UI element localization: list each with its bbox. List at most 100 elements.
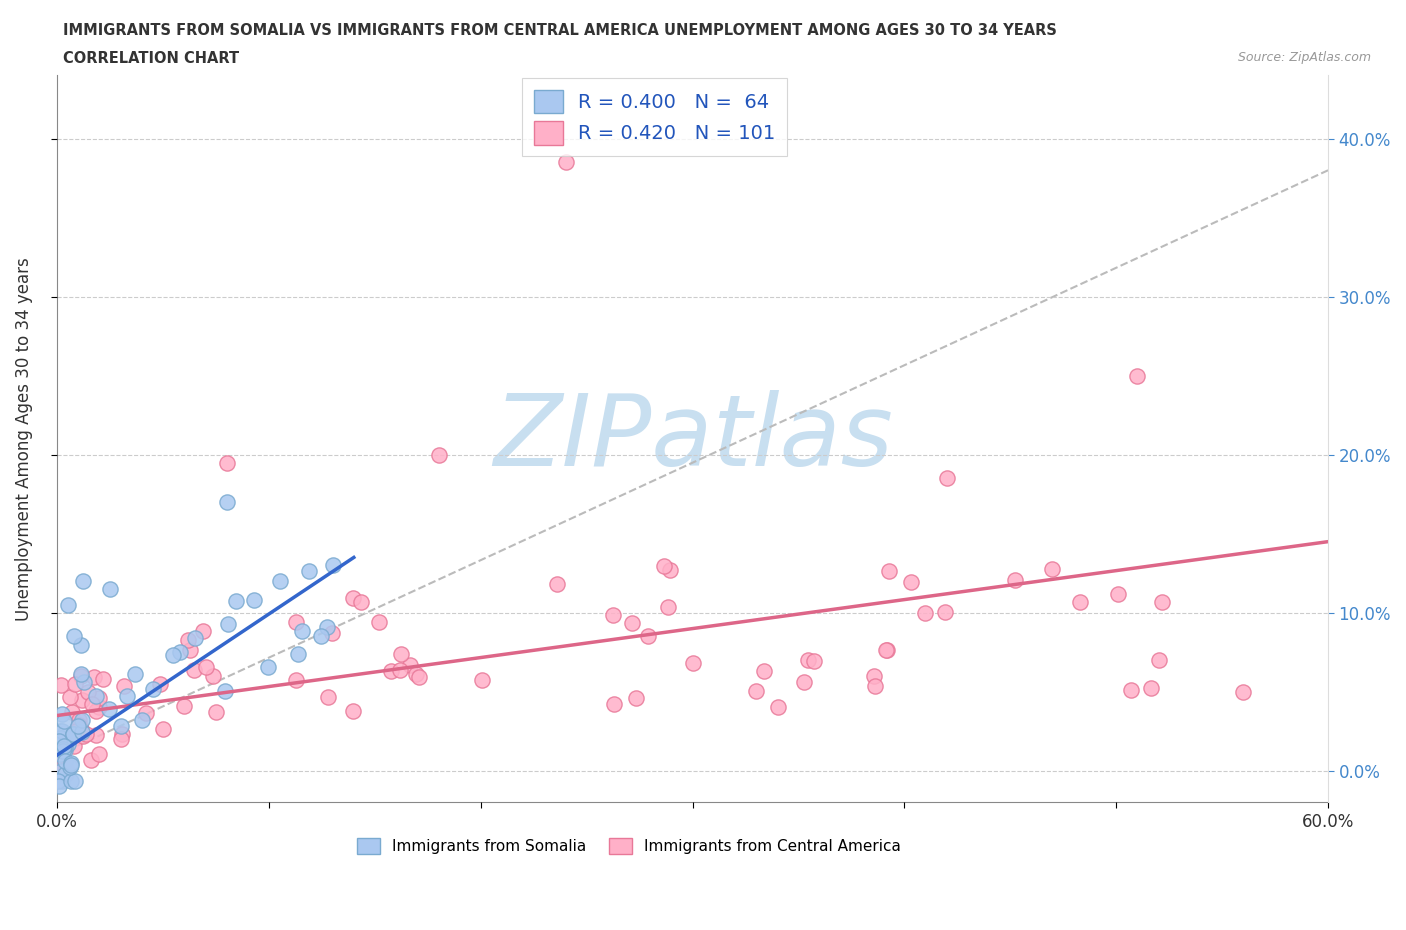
Text: IMMIGRANTS FROM SOMALIA VS IMMIGRANTS FROM CENTRAL AMERICA UNEMPLOYMENT AMONG AG: IMMIGRANTS FROM SOMALIA VS IMMIGRANTS FR… xyxy=(63,23,1057,38)
Point xyxy=(110,718,132,733)
Point xyxy=(46,761,69,776)
Point xyxy=(342,591,364,605)
Point xyxy=(322,558,344,573)
Point xyxy=(66,718,89,733)
Point xyxy=(82,698,104,712)
Point xyxy=(53,742,76,757)
Point xyxy=(51,743,73,758)
Point xyxy=(62,726,84,741)
Point xyxy=(84,703,107,718)
Point xyxy=(243,592,266,607)
Point xyxy=(173,698,195,713)
Point xyxy=(48,778,70,793)
Point xyxy=(389,662,412,677)
Point xyxy=(141,682,163,697)
Point xyxy=(602,607,624,622)
Point xyxy=(624,691,647,706)
Point xyxy=(84,727,107,742)
Point xyxy=(70,724,93,739)
Point xyxy=(115,688,138,703)
Point xyxy=(46,773,69,788)
Point xyxy=(59,759,82,774)
Point xyxy=(131,712,153,727)
Point xyxy=(342,704,364,719)
Point xyxy=(55,766,77,781)
Point xyxy=(900,574,922,589)
Point xyxy=(70,722,93,737)
Point xyxy=(405,667,427,682)
Point xyxy=(269,574,291,589)
Point xyxy=(793,674,815,689)
Point xyxy=(59,756,82,771)
Y-axis label: Unemployment Among Ages 30 to 34 years: Unemployment Among Ages 30 to 34 years xyxy=(15,257,32,621)
Point xyxy=(225,593,247,608)
Point xyxy=(52,714,75,729)
Point xyxy=(298,564,321,578)
Text: CORRELATION CHART: CORRELATION CHART xyxy=(63,51,239,66)
Point xyxy=(658,563,681,578)
Point xyxy=(63,738,86,753)
Point xyxy=(169,644,191,659)
Point xyxy=(876,643,898,658)
Point xyxy=(309,629,332,644)
Point xyxy=(291,624,314,639)
Legend: Immigrants from Somalia, Immigrants from Central America: Immigrants from Somalia, Immigrants from… xyxy=(352,832,907,860)
Point xyxy=(53,739,76,754)
Point xyxy=(98,581,121,596)
Point xyxy=(797,653,820,668)
Point xyxy=(408,670,430,684)
Point xyxy=(48,747,70,762)
Point xyxy=(63,629,86,644)
Point xyxy=(934,604,956,619)
Point xyxy=(745,684,768,698)
Point xyxy=(62,727,84,742)
Point xyxy=(285,672,308,687)
Point xyxy=(84,688,107,703)
Point xyxy=(55,762,77,777)
Text: Source: ZipAtlas.com: Source: ZipAtlas.com xyxy=(1237,51,1371,64)
Point xyxy=(427,447,450,462)
Point xyxy=(1042,562,1064,577)
Point xyxy=(657,600,679,615)
Point xyxy=(53,736,76,751)
Point xyxy=(194,660,217,675)
Point xyxy=(49,677,72,692)
Point xyxy=(863,679,886,694)
Point xyxy=(1126,368,1149,383)
Point xyxy=(98,701,121,716)
Point xyxy=(554,155,576,170)
Point xyxy=(287,647,309,662)
Point xyxy=(59,690,82,705)
Point xyxy=(75,727,97,742)
Point xyxy=(58,729,80,744)
Point xyxy=(201,669,224,684)
Point xyxy=(52,744,75,759)
Point xyxy=(766,699,789,714)
Point xyxy=(214,684,236,698)
Point xyxy=(215,495,238,510)
Point xyxy=(284,615,307,630)
Point xyxy=(53,738,76,753)
Point xyxy=(152,721,174,736)
Point xyxy=(48,734,70,749)
Point xyxy=(70,692,93,707)
Point xyxy=(546,577,568,591)
Point xyxy=(471,673,494,688)
Point xyxy=(315,620,337,635)
Point xyxy=(80,752,103,767)
Point xyxy=(70,637,93,652)
Point xyxy=(215,455,238,470)
Point xyxy=(69,669,91,684)
Point xyxy=(49,764,72,778)
Point xyxy=(1107,586,1129,601)
Point xyxy=(399,658,422,672)
Point xyxy=(914,605,936,620)
Point xyxy=(72,728,94,743)
Point xyxy=(183,662,205,677)
Point xyxy=(72,574,94,589)
Point xyxy=(72,674,94,689)
Point xyxy=(52,737,75,751)
Point xyxy=(60,704,83,719)
Point xyxy=(89,699,111,714)
Point xyxy=(389,647,412,662)
